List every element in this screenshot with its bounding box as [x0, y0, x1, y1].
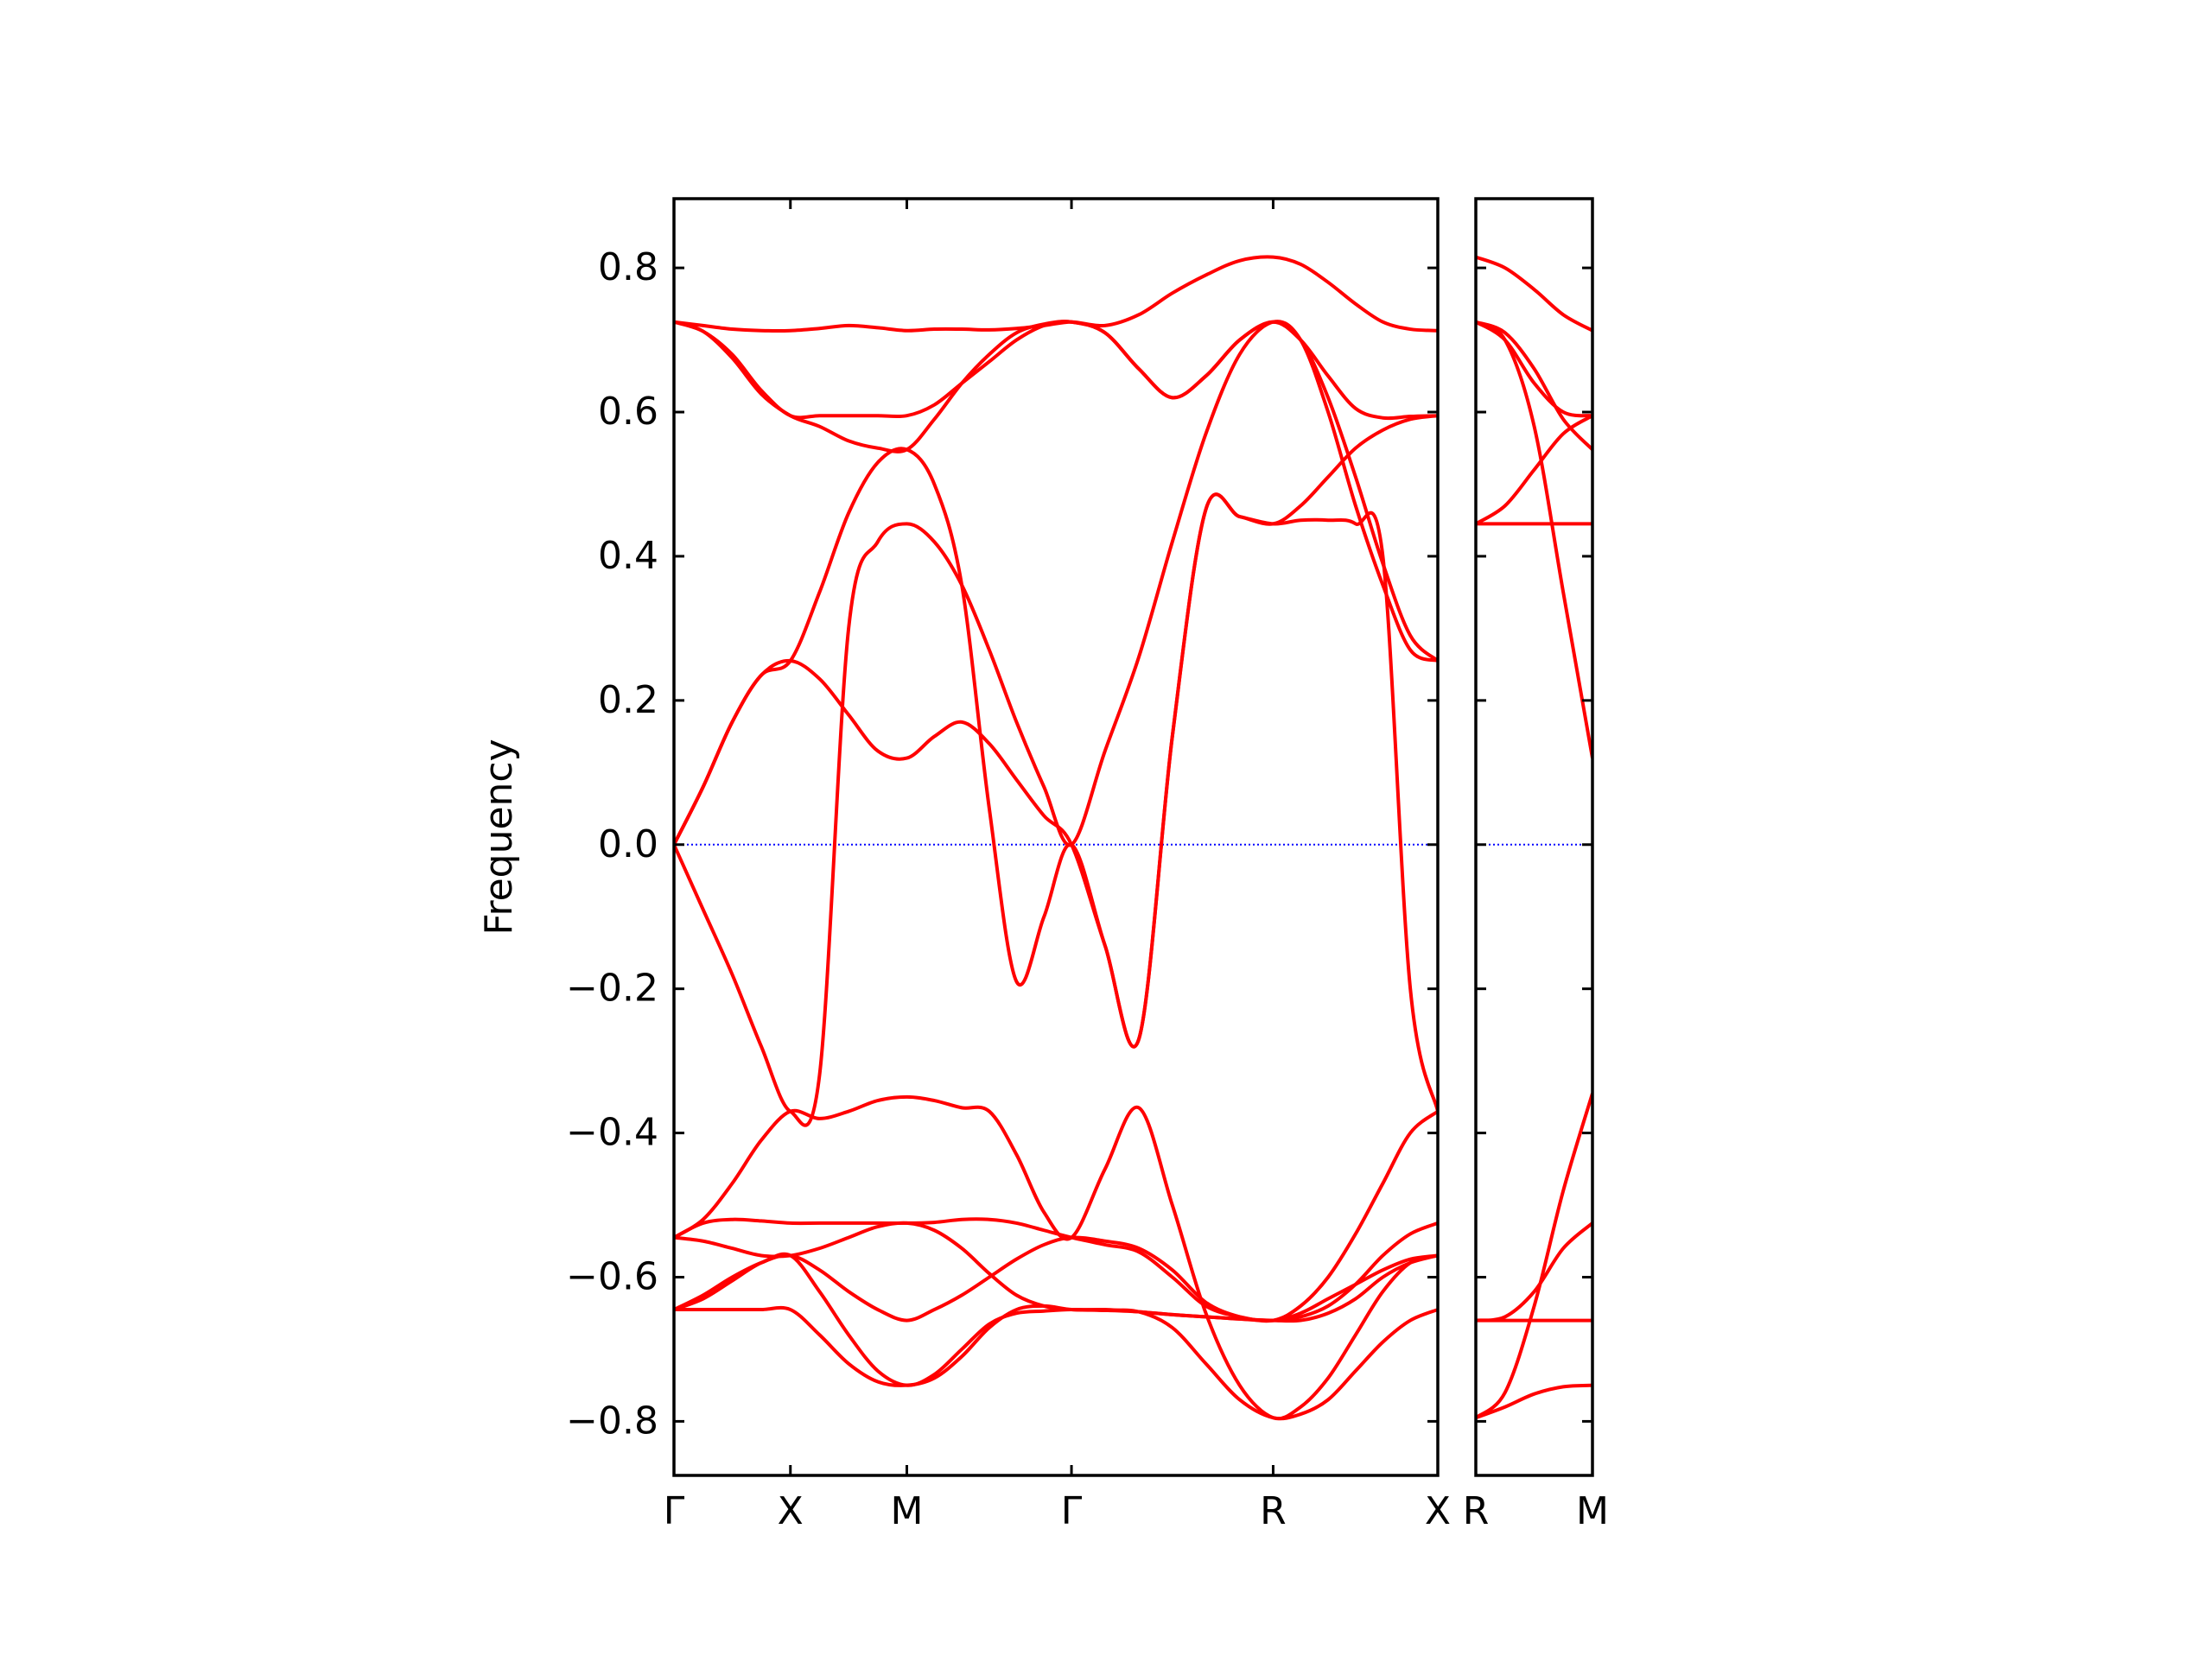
x-tick-label: Γ — [664, 1489, 685, 1533]
y-axis-label: Frequency — [477, 739, 521, 935]
plot-area — [674, 255, 1438, 1421]
x-tick-label: X — [1425, 1489, 1451, 1533]
axes-frame — [672, 197, 1440, 1477]
y-tick-label: −0.6 — [566, 1254, 658, 1298]
band-line — [674, 1109, 1438, 1323]
band-line — [1476, 414, 1592, 526]
y-tick-label: 0.8 — [598, 245, 658, 289]
x-tick-label: X — [778, 1489, 804, 1533]
y-tick-label: 0.4 — [598, 534, 658, 578]
x-tick-label: M — [1576, 1489, 1609, 1533]
y-tick-label: −0.2 — [566, 967, 658, 1011]
x-tick-label: R — [1260, 1489, 1287, 1533]
band-line — [1476, 1383, 1592, 1420]
y-tick-label: 0.2 — [598, 678, 658, 722]
y-tick-label: −0.8 — [566, 1399, 658, 1443]
band-line — [1476, 320, 1592, 418]
y-tick-label: 0.0 — [598, 822, 658, 866]
x-tick-label: Γ — [1061, 1489, 1083, 1533]
band-line — [674, 1252, 1438, 1387]
band-line — [674, 320, 1438, 1127]
band-line — [1476, 1093, 1592, 1419]
band-line — [674, 320, 1438, 663]
band-line — [674, 1304, 1438, 1421]
band-line — [1476, 255, 1592, 333]
x-tick-label: M — [891, 1489, 924, 1533]
band-line — [674, 1235, 1438, 1323]
axes-frame — [1474, 197, 1594, 1477]
x-tick-label: R — [1463, 1489, 1490, 1533]
y-tick-label: −0.4 — [566, 1111, 658, 1155]
y-tick-label: 0.6 — [598, 390, 658, 434]
band-line — [674, 492, 1438, 1112]
plot-area — [1476, 255, 1592, 1420]
band-line — [674, 414, 1438, 1049]
